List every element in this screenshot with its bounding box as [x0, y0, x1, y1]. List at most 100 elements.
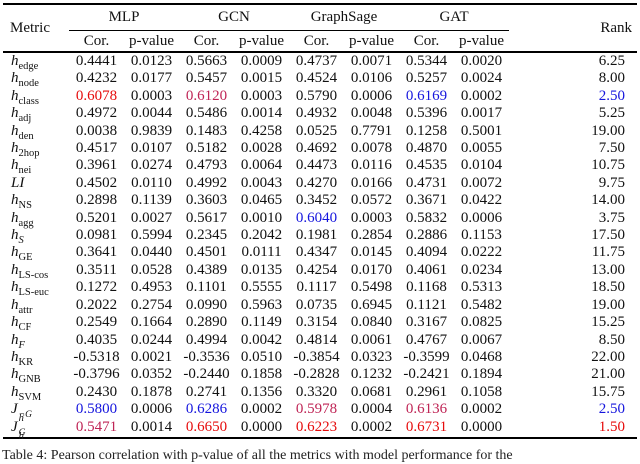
- table-row: hGE 0.3641 0.0440 0.4501 0.0111 0.4347 0.0145 0…: [3, 244, 637, 264]
- cell-value: 0.4767: [405, 331, 448, 348]
- table-row: hden 0.0038 0.9839 0.1483 0.4258 0.0525 0.7791…: [3, 122, 637, 142]
- table-row: hedge 0.4441 0.0123 0.5663 0.0009 0.4737 0.007…: [3, 52, 637, 72]
- cell-value: 0.6945: [350, 296, 393, 313]
- metric-label: LI: [11, 174, 25, 191]
- cell-value: 0.0440: [130, 244, 173, 261]
- cell-value: 0.0027: [130, 209, 173, 226]
- header-pvalue-graphsage: p-value: [349, 32, 394, 49]
- rank-value: 15.25: [591, 314, 626, 331]
- cell-value: 0.5978: [295, 401, 338, 418]
- rank-value: 2.50: [598, 87, 626, 104]
- cell-value: 0.5396: [405, 105, 448, 122]
- cell-value: 0.0222: [460, 244, 503, 261]
- cell-value: 0.1232: [350, 366, 393, 383]
- metric-label: hLS-cos: [11, 261, 49, 281]
- cell-value: 0.5001: [460, 122, 503, 139]
- cell-value: 0.4932: [295, 105, 338, 122]
- cell-value: 0.2890: [185, 314, 228, 331]
- cell-value: 0.2961: [405, 383, 448, 400]
- cell-value: 0.5344: [405, 53, 448, 69]
- header-pvalue-gcn: p-value: [239, 32, 284, 49]
- cell-value: -0.2440: [183, 366, 230, 383]
- cell-value: 0.0352: [130, 366, 173, 383]
- table-row: h2hop 0.4517 0.0107 0.5182 0.0028 0.4692 0.007…: [3, 140, 637, 160]
- metric-label: hclass: [11, 87, 39, 107]
- header-group-mlp: MLP: [69, 4, 179, 31]
- cell-value: 0.5482: [460, 296, 503, 313]
- cell-value: 0.4737: [295, 53, 338, 69]
- cell-value: 0.0003: [130, 87, 173, 104]
- header-cor-gcn: Cor.: [193, 32, 220, 49]
- cell-value: 0.6286: [185, 401, 228, 418]
- cell-value: 0.0006: [350, 87, 393, 104]
- cell-value: 0.3320: [295, 383, 338, 400]
- cell-value: 0.4992: [185, 174, 228, 191]
- header-pvalue-gat: p-value: [459, 32, 505, 49]
- header-cor-gat: Cor.: [413, 32, 440, 49]
- cell-value: 0.4347: [295, 244, 338, 261]
- cell-value: 0.4061: [405, 261, 448, 278]
- cell-value: -0.3536: [183, 348, 230, 365]
- rank-value: 8.00: [598, 70, 626, 87]
- cell-value: 0.2022: [75, 296, 118, 313]
- cell-value: 0.0145: [350, 244, 393, 261]
- rank-value: 13.00: [591, 261, 626, 278]
- cell-value: 0.1858: [240, 366, 283, 383]
- cell-value: 0.1121: [406, 296, 447, 313]
- metric-label: hGE: [11, 244, 33, 264]
- cell-value: 0.0072: [460, 174, 503, 191]
- cell-value: 0.0177: [130, 70, 173, 87]
- cell-value: 0.7791: [350, 122, 393, 139]
- cell-value: 0.0422: [460, 192, 503, 209]
- cell-value: 0.6731: [405, 419, 448, 436]
- cell-value: 0.0003: [350, 209, 393, 226]
- metric-label: hS: [11, 227, 24, 247]
- cell-value: 0.3167: [405, 314, 448, 331]
- metric-label: hnei: [11, 157, 32, 177]
- header-group-row: Metric MLP GCN GraphSage GAT Rank: [3, 4, 637, 36]
- rank-value: 1.50: [598, 419, 626, 436]
- cell-value: 0.5313: [460, 279, 503, 296]
- cell-value: 0.2886: [405, 227, 448, 244]
- cell-value: -0.3796: [73, 366, 120, 383]
- table-row: hF 0.4035 0.0244 0.4994 0.0042 0.4814 0.0061 0.…: [3, 331, 637, 351]
- cell-value: 0.0038: [75, 122, 118, 139]
- cell-value: 0.1153: [461, 227, 502, 244]
- cell-value: 0.4441: [75, 53, 118, 69]
- cell-value: 0.3511: [76, 261, 117, 278]
- cell-value: 0.0106: [350, 70, 393, 87]
- rank-value: 19.00: [591, 122, 626, 139]
- table-caption: Table 4: Pearson correlation with p-valu…: [2, 448, 513, 463]
- cell-value: 0.0028: [240, 140, 283, 157]
- cell-value: 0.2741: [185, 383, 228, 400]
- rank-value: 14.00: [591, 192, 626, 209]
- table-row: hLS-euc 0.1272 0.4953 0.1101 0.5555 0.1117 0.5…: [3, 279, 637, 298]
- header-group-graphsage: GraphSage: [289, 4, 400, 31]
- cell-value: 0.5617: [185, 209, 228, 226]
- cell-value: 0.1149: [241, 314, 282, 331]
- cell-value: 0.0104: [460, 157, 503, 174]
- cell-value: 0.0525: [295, 122, 338, 139]
- cell-value: 0.0061: [350, 331, 393, 348]
- cell-value: 0.4502: [75, 174, 118, 191]
- cell-value: 0.0135: [240, 261, 283, 278]
- cell-value: -0.5318: [73, 348, 120, 365]
- cell-value: 0.4953: [130, 279, 173, 296]
- cell-value: 0.0002: [460, 401, 503, 418]
- table-row: hnode 0.4232 0.0177 0.5457 0.0015 0.4524 0.010…: [3, 70, 637, 89]
- cell-value: 0.2549: [75, 314, 118, 331]
- cell-value: 0.5555: [240, 279, 283, 296]
- cell-value: 0.0021: [130, 348, 173, 365]
- rank-value: 19.00: [591, 296, 626, 313]
- cell-value: 0.3154: [295, 314, 338, 331]
- rank-value: 11.75: [591, 244, 626, 261]
- cell-value: 0.3452: [295, 192, 338, 209]
- cell-value: 0.5832: [405, 209, 448, 226]
- metric-subsup: ¬G h: [18, 410, 32, 425]
- metric-label: h2hop: [11, 140, 40, 160]
- cell-value: 0.4258: [240, 122, 283, 139]
- cell-value: 0.4232: [75, 70, 118, 87]
- cell-value: 0.0043: [240, 174, 283, 191]
- metric-label: hNS: [11, 192, 32, 212]
- cell-value: 0.0572: [350, 192, 393, 209]
